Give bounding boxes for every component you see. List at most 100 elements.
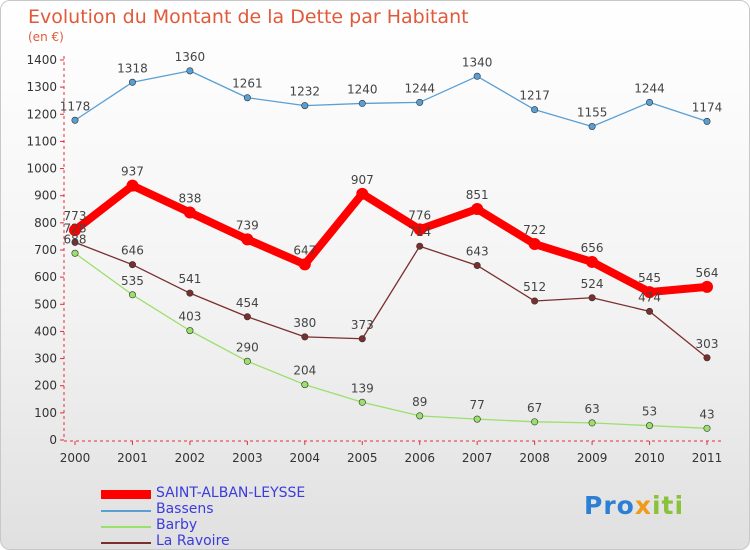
data-label: 1240: [347, 82, 378, 96]
data-label: 535: [121, 274, 144, 288]
y-tick-label: 1100: [26, 134, 57, 148]
data-label: 67: [527, 401, 542, 415]
data-label: 63: [584, 402, 599, 416]
y-tick-label: 100: [34, 406, 57, 420]
data-label: 290: [236, 340, 259, 354]
data-point: [128, 261, 136, 269]
data-point: [301, 102, 309, 110]
legend-label: La Ravoire: [156, 533, 230, 549]
data-label: 937: [121, 165, 144, 179]
logo-part-3: iti: [651, 491, 685, 520]
data-label: 1232: [290, 85, 321, 99]
data-label: 838: [178, 192, 201, 206]
legend-label: SAINT-ALBAN-LEYSSE: [156, 485, 306, 501]
data-point: [531, 297, 539, 305]
data-point: [643, 286, 656, 299]
x-tick-label: 2009: [577, 451, 608, 465]
data-label: 403: [178, 310, 201, 324]
data-label: 907: [351, 173, 374, 187]
x-tick-label: 2010: [634, 451, 665, 465]
data-point: [703, 424, 711, 432]
x-tick-label: 2001: [117, 451, 148, 465]
series-line-3: [74, 241, 708, 359]
data-label: 728: [64, 221, 87, 235]
legend-item: La Ravoire: [101, 533, 361, 549]
data-label: 1340: [462, 55, 493, 69]
data-point: [186, 327, 194, 335]
y-tick-label: 900: [34, 189, 57, 203]
data-point: [71, 116, 79, 124]
data-label: 1178: [60, 99, 91, 113]
data-label: 1174: [692, 100, 723, 114]
data-point: [301, 381, 309, 389]
y-tick-label: 500: [34, 297, 57, 311]
data-label: 851: [466, 188, 489, 202]
data-label: 643: [466, 244, 489, 258]
legend-swatch: [101, 510, 151, 512]
data-point: [588, 294, 596, 302]
data-point: [471, 203, 484, 216]
data-label: 373: [351, 318, 374, 332]
data-point: [588, 123, 596, 131]
data-label: 77: [470, 398, 485, 412]
data-point: [701, 280, 713, 293]
data-point: [128, 291, 136, 299]
y-tick-label: 1400: [26, 53, 57, 67]
data-label: 524: [581, 277, 604, 291]
data-point: [243, 313, 251, 321]
y-tick-label: 200: [34, 379, 57, 393]
data-label: 1244: [634, 81, 665, 95]
data-point: [128, 78, 136, 86]
data-point: [588, 419, 596, 427]
data-point: [126, 179, 139, 192]
data-point: [531, 418, 539, 426]
data-point: [703, 354, 711, 362]
data-point: [69, 224, 81, 237]
legend-item: Bassens: [101, 501, 361, 519]
y-tick-label: 600: [34, 270, 57, 284]
data-point: [241, 233, 254, 246]
data-label: 722: [523, 223, 546, 237]
legend-item: SAINT-ALBAN-LEYSSE: [101, 485, 361, 503]
chart-title: Evolution du Montant de la Dette par Hab…: [28, 6, 469, 28]
data-label: 474: [638, 290, 661, 304]
data-point: [413, 223, 426, 236]
data-label: 656: [581, 241, 604, 255]
chart-subtitle: (en €): [28, 30, 64, 44]
data-label: 739: [236, 218, 259, 232]
data-label: 564: [696, 266, 719, 280]
legend-swatch: [101, 526, 151, 528]
data-label: 688: [64, 232, 87, 246]
x-tick-label: 2004: [290, 451, 321, 465]
data-point: [416, 98, 424, 106]
data-label: 1360: [175, 50, 206, 64]
legend: SAINT-ALBAN-LEYSSE Bassens Barby La Ravoire: [101, 485, 361, 549]
data-point: [646, 307, 654, 315]
data-point: [531, 106, 539, 114]
data-label: 773: [64, 209, 87, 223]
x-tick-label: 2003: [232, 451, 263, 465]
legend-swatch: [101, 490, 151, 499]
x-tick-label: 2005: [347, 451, 378, 465]
data-label: 1217: [519, 89, 550, 103]
data-label: 454: [236, 296, 259, 310]
x-tick-label: 2006: [404, 451, 435, 465]
legend-label: Bassens: [156, 501, 214, 517]
data-label: 545: [638, 271, 661, 285]
data-label: 43: [699, 407, 714, 421]
y-tick-label: 800: [34, 216, 57, 230]
data-point: [243, 357, 251, 365]
data-label: 1318: [117, 61, 148, 75]
y-tick-label: 1000: [26, 162, 57, 176]
data-label: 1244: [404, 81, 435, 95]
data-point: [358, 335, 366, 343]
x-tick-label: 2008: [519, 451, 550, 465]
data-point: [646, 98, 654, 106]
y-tick-label: 1200: [26, 107, 57, 121]
data-label: 647: [293, 243, 316, 257]
x-tick-label: 2011: [692, 451, 723, 465]
data-point: [473, 261, 481, 269]
proxiti-logo: Proxiti: [584, 491, 684, 520]
